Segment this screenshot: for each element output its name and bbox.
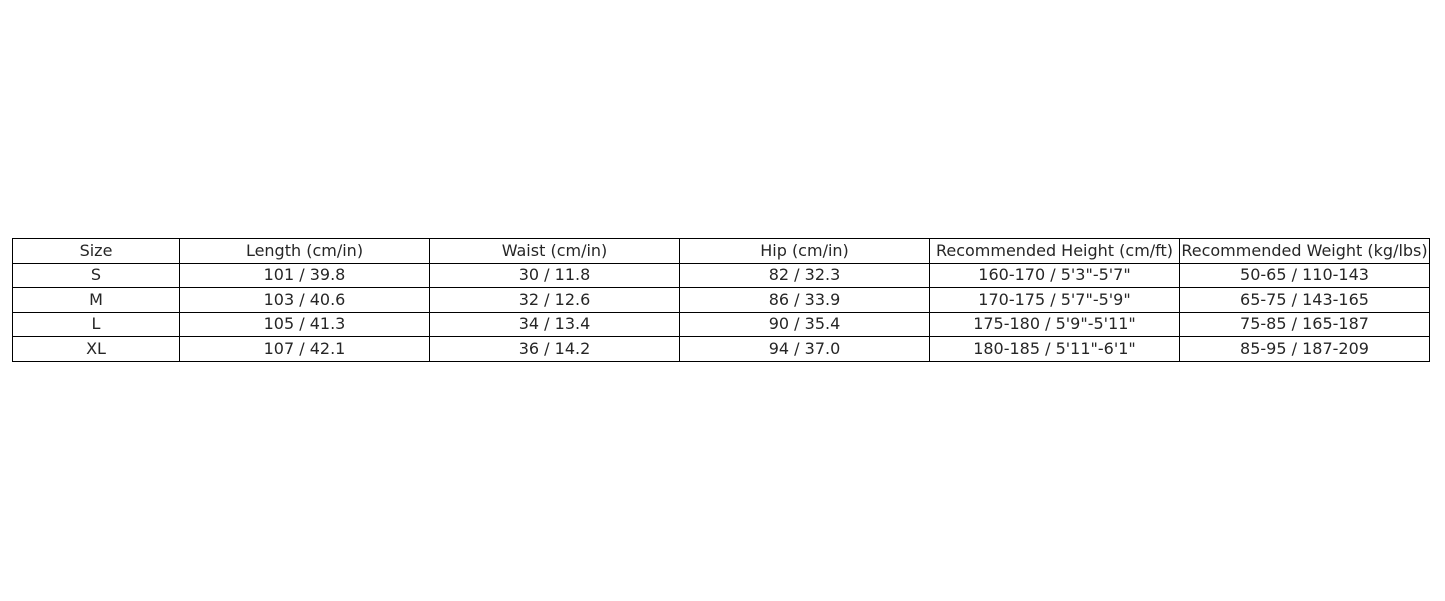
cell-text: 36 / 14.2 bbox=[518, 338, 591, 358]
cell-text: 103 / 40.6 bbox=[263, 289, 346, 309]
cell-text: Recommended Weight (kg/lbs) bbox=[1181, 240, 1428, 260]
header-cell: Waist (cm/in) bbox=[429, 238, 680, 264]
header-cell: Length (cm/in) bbox=[179, 238, 430, 264]
cell-text: 180-185 / 5'11"-6'1" bbox=[973, 338, 1136, 358]
table-cell: 50-65 / 110-143 bbox=[1179, 262, 1430, 288]
table-row: L 105 / 41.3 34 / 13.4 90 / 35.4 175-180 / 5… bbox=[12, 311, 1430, 337]
cell-text: 101 / 39.8 bbox=[263, 265, 346, 285]
cell-text: 82 / 32.3 bbox=[768, 265, 841, 285]
cell-text: Recommended Height (cm/ft) bbox=[935, 240, 1174, 260]
table-cell: 94 / 37.0 bbox=[679, 336, 930, 362]
table-cell: 75-85 / 165-187 bbox=[1179, 311, 1430, 337]
table-cell: L bbox=[12, 311, 180, 337]
cell-text: 105 / 41.3 bbox=[263, 314, 346, 334]
cell-text: Hip (cm/in) bbox=[760, 240, 849, 260]
cell-text: Length (cm/in) bbox=[245, 240, 364, 260]
table-cell: 107 / 42.1 bbox=[179, 336, 430, 362]
table-cell: S bbox=[12, 262, 180, 288]
cell-text: 30 / 11.8 bbox=[518, 265, 591, 285]
cell-text: XL bbox=[86, 338, 106, 358]
cell-text: 85-95 / 187-209 bbox=[1240, 338, 1369, 358]
table-cell: 34 / 13.4 bbox=[429, 311, 680, 337]
table-cell: 65-75 / 143-165 bbox=[1179, 287, 1430, 313]
header-row: Size Length (cm/in) Waist (cm/in) Hip (cm/i… bbox=[12, 238, 1430, 264]
cell-text: 170-175 / 5'7"-5'9" bbox=[978, 289, 1131, 309]
cell-text: 175-180 / 5'9"-5'11" bbox=[973, 314, 1136, 334]
table-row: XL 107 / 42.1 36 / 14.2 94 / 37.0 180-185 / … bbox=[12, 336, 1430, 362]
cell-text: M bbox=[89, 289, 103, 309]
cell-text: 94 / 37.0 bbox=[768, 338, 841, 358]
cell-text: 107 / 42.1 bbox=[263, 338, 346, 358]
cell-text: S bbox=[90, 265, 102, 285]
cell-text: 34 / 13.4 bbox=[518, 314, 591, 334]
size-chart-table: Size Length (cm/in) Waist (cm/in) Hip (cm/i… bbox=[12, 238, 1430, 362]
table-cell: 105 / 41.3 bbox=[179, 311, 430, 337]
table-cell: XL bbox=[12, 336, 180, 362]
table-cell: 36 / 14.2 bbox=[429, 336, 680, 362]
cell-text: Size bbox=[79, 240, 113, 260]
cell-text: 75-85 / 165-187 bbox=[1240, 314, 1369, 334]
header-cell: Recommended Weight (kg/lbs) bbox=[1179, 238, 1430, 264]
table-cell: M bbox=[12, 287, 180, 313]
cell-text: Waist (cm/in) bbox=[501, 240, 608, 260]
cell-text: 50-65 / 110-143 bbox=[1240, 265, 1369, 285]
table-cell: 32 / 12.6 bbox=[429, 287, 680, 313]
table-cell: 101 / 39.8 bbox=[179, 262, 430, 288]
table-cell: 86 / 33.9 bbox=[679, 287, 930, 313]
table-cell: 30 / 11.8 bbox=[429, 262, 680, 288]
table-cell: 170-175 / 5'7"-5'9" bbox=[929, 287, 1180, 313]
table-cell: 82 / 32.3 bbox=[679, 262, 930, 288]
table-cell: 85-95 / 187-209 bbox=[1179, 336, 1430, 362]
table-cell: 103 / 40.6 bbox=[179, 287, 430, 313]
header-cell: Hip (cm/in) bbox=[679, 238, 930, 264]
table-row: M 103 / 40.6 32 / 12.6 86 / 33.9 170-175 / 5… bbox=[12, 287, 1430, 313]
cell-text: 65-75 / 143-165 bbox=[1240, 289, 1369, 309]
cell-text: L bbox=[91, 314, 101, 334]
table-row: S 101 / 39.8 30 / 11.8 82 / 32.3 160-170 / 5… bbox=[12, 262, 1430, 288]
table-cell: 180-185 / 5'11"-6'1" bbox=[929, 336, 1180, 362]
header-cell: Recommended Height (cm/ft) bbox=[929, 238, 1180, 264]
table-cell: 160-170 / 5'3"-5'7" bbox=[929, 262, 1180, 288]
header-cell: Size bbox=[12, 238, 180, 264]
table-cell: 175-180 / 5'9"-5'11" bbox=[929, 311, 1180, 337]
cell-text: 32 / 12.6 bbox=[518, 289, 591, 309]
cell-text: 86 / 33.9 bbox=[768, 289, 841, 309]
cell-text: 90 / 35.4 bbox=[768, 314, 841, 334]
cell-text: 160-170 / 5'3"-5'7" bbox=[978, 265, 1131, 285]
table-cell: 90 / 35.4 bbox=[679, 311, 930, 337]
